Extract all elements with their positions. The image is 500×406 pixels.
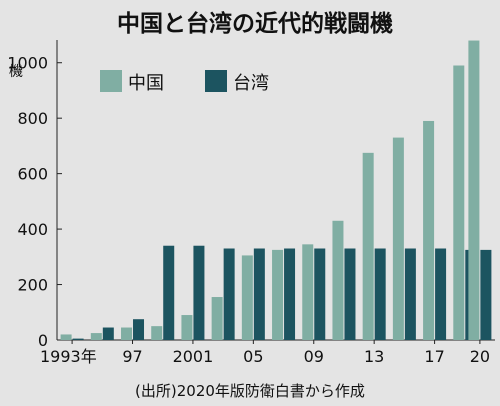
y-axis-unit: 機 xyxy=(9,64,23,80)
bar-taiwan xyxy=(314,248,326,340)
bar-taiwan xyxy=(223,248,235,340)
source-note: (出所)2020年版防衛白書から作成 xyxy=(135,382,365,400)
legend-label-china: 中国 xyxy=(128,73,164,94)
bar-china xyxy=(60,334,72,340)
bar-china xyxy=(392,137,404,340)
y-tick-label: 1000 xyxy=(7,54,48,73)
x-axis-ticks: 1993年 97 2001 05 09 13 17 20 xyxy=(40,340,490,366)
bar-taiwan xyxy=(344,248,356,340)
bar-taiwan xyxy=(193,245,205,340)
bar-china xyxy=(151,326,163,340)
bar-china xyxy=(211,297,223,340)
bar-taiwan xyxy=(102,327,114,340)
x-tick-label: 05 xyxy=(243,347,263,366)
bar-taiwan xyxy=(284,248,296,340)
bar-china xyxy=(241,255,253,340)
y-tick-label: 0 xyxy=(38,331,48,350)
bar-china xyxy=(453,65,465,340)
bar-taiwan xyxy=(435,248,447,340)
chart-title: 中国と台湾の近代的戦闘機 xyxy=(117,10,393,37)
y-tick-label: 600 xyxy=(17,165,48,184)
bar-taiwan xyxy=(253,248,265,340)
x-tick-label: 20 xyxy=(470,347,490,366)
bar-china xyxy=(181,315,193,340)
x-tick-label: 09 xyxy=(304,347,324,366)
x-tick-label: 17 xyxy=(424,347,444,366)
bar-china xyxy=(121,327,133,340)
legend-swatch-china xyxy=(100,70,122,92)
bar-china xyxy=(90,333,102,340)
bar-china xyxy=(272,249,284,340)
bar-taiwan xyxy=(404,248,416,340)
legend-swatch-taiwan xyxy=(205,70,227,92)
legend-label-taiwan: 台湾 xyxy=(233,73,269,94)
bar-china xyxy=(302,244,314,340)
x-tick-label: 97 xyxy=(122,347,142,366)
bar-taiwan xyxy=(374,248,386,340)
y-axis-ticks: 0 200 400 600 800 1000 xyxy=(7,54,62,350)
bar-taiwan xyxy=(480,249,492,340)
bar-china xyxy=(332,220,344,340)
bar-china xyxy=(423,120,435,340)
x-tick-label: 13 xyxy=(364,347,384,366)
x-tick-label: 1993年 xyxy=(40,347,97,366)
y-tick-label: 400 xyxy=(17,220,48,239)
bar-china xyxy=(468,40,480,340)
y-tick-label: 200 xyxy=(17,276,48,295)
bar-taiwan xyxy=(163,245,175,340)
bars xyxy=(60,40,492,340)
x-tick-label: 2001 xyxy=(173,347,214,366)
bar-china xyxy=(362,152,374,340)
bar-taiwan xyxy=(133,319,145,340)
bar-taiwan xyxy=(72,338,84,340)
legend: 中国 台湾 xyxy=(100,70,269,94)
y-tick-label: 800 xyxy=(17,109,48,128)
